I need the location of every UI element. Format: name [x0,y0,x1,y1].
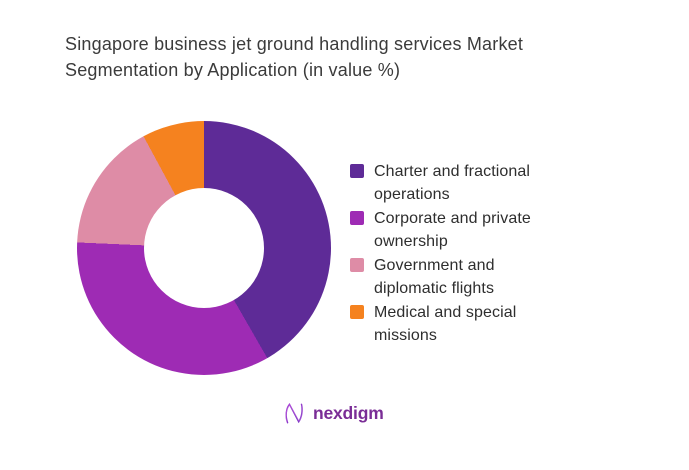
legend-item: Corporate and private ownership [350,207,556,253]
donut-hole [144,188,264,308]
legend-item-label: Corporate and private ownership [374,210,531,250]
brand-logo: nexdigm [283,400,384,427]
legend-color-swatch [350,211,364,225]
legend-item: Government and diplomatic flights [350,254,556,300]
legend-item-label: Charter and fractional operations [374,163,531,203]
donut-chart [77,121,331,375]
legend-color-swatch [350,164,364,178]
nexdigm-logo-n-wave-icon [285,403,303,424]
legend-item: Charter and fractional operations [350,160,556,206]
legend-item-label: Medical and special missions [374,304,517,344]
legend-color-swatch [350,258,364,272]
legend: Charter and fractional operations Corpor… [350,160,556,348]
legend-item-label: Government and diplomatic flights [374,257,495,297]
nexdigm-wordmark: nexdigm [313,403,384,423]
chart-title: Singapore business jet ground handling s… [65,34,524,80]
legend-color-swatch [350,305,364,319]
legend-item: Medical and special missions [350,301,556,347]
